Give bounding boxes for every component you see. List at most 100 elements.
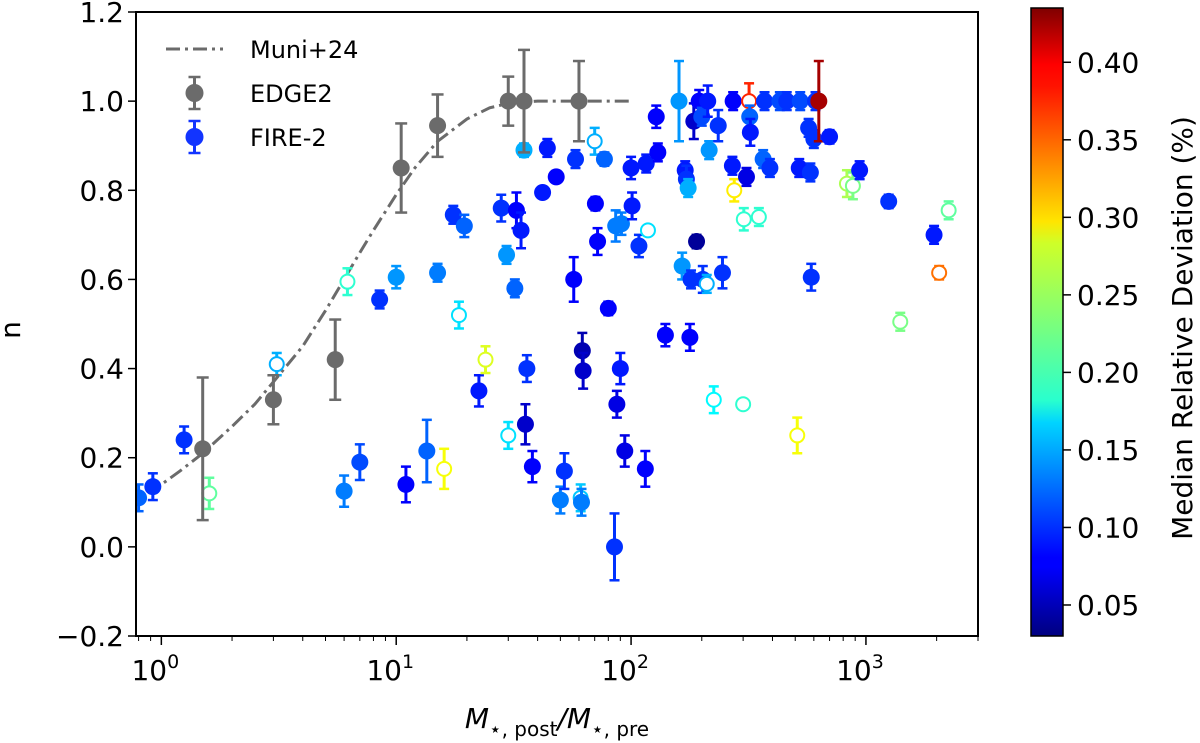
fire2-point xyxy=(810,59,828,143)
fire2-point xyxy=(498,244,516,266)
fire2-point xyxy=(791,90,809,112)
fire2-point xyxy=(512,211,530,250)
fire2-marker xyxy=(418,442,436,460)
colorbar-tick-label: 0.25 xyxy=(1077,279,1139,312)
colorbar-gradient xyxy=(1030,7,1064,637)
fire2-marker xyxy=(778,92,796,110)
fire2-marker xyxy=(656,326,674,344)
fire2-marker xyxy=(371,290,389,308)
fire2-marker xyxy=(636,460,654,478)
fire2-marker xyxy=(612,215,630,233)
fire2-point xyxy=(567,148,585,170)
fire2-marker xyxy=(551,491,569,509)
fire2-point xyxy=(713,255,731,290)
fire2-marker xyxy=(518,360,536,378)
fire2-marker xyxy=(538,139,556,157)
fire2-marker xyxy=(555,462,573,480)
fire2-marker-open xyxy=(789,427,806,444)
fire2-marker xyxy=(851,161,869,179)
fire2-marker xyxy=(516,415,534,433)
fire2-marker xyxy=(622,159,640,177)
fire2-point xyxy=(599,299,617,317)
fire2-marker xyxy=(699,92,717,110)
fire2-point xyxy=(724,90,742,112)
fire2-marker xyxy=(700,141,718,159)
colorbar-tick-label: 0.40 xyxy=(1077,46,1139,79)
fire2-point xyxy=(586,195,604,213)
fire2-point xyxy=(547,168,565,186)
fire2-marker xyxy=(670,92,688,110)
fire2-point xyxy=(523,449,541,484)
fire2-point xyxy=(851,160,869,181)
fire2-marker xyxy=(595,150,613,168)
fire2-marker xyxy=(802,268,820,286)
fire2-marker-open xyxy=(436,460,453,477)
fire2-point xyxy=(723,155,741,176)
fire2-marker xyxy=(335,482,353,500)
fire2-point xyxy=(821,128,839,146)
fire2-marker xyxy=(741,123,759,141)
fire2-marker-open xyxy=(339,273,356,290)
fire2-marker-open xyxy=(477,351,494,368)
fire2-marker xyxy=(693,108,711,126)
edge2-point xyxy=(515,48,533,154)
fire2-marker xyxy=(136,489,148,507)
fire2-point xyxy=(565,255,583,303)
x-tick-label: 100 xyxy=(131,651,179,687)
x-tick-label: 103 xyxy=(836,651,884,687)
fire2-marker xyxy=(506,279,524,297)
fire2-point xyxy=(506,278,524,299)
fire2-point xyxy=(175,425,193,455)
fire2-point xyxy=(750,206,767,228)
fire2-point xyxy=(623,191,641,221)
edge2-point xyxy=(570,59,588,143)
y-tick-label: 0.8 xyxy=(79,174,124,207)
fire2-marker-open xyxy=(268,356,285,373)
fire2-marker xyxy=(713,264,731,282)
fire2-marker-open xyxy=(450,307,467,324)
fire2-point xyxy=(500,420,517,451)
legend-label: Muni+24 xyxy=(250,36,358,64)
colorbar-tick-label: 0.35 xyxy=(1077,124,1139,157)
fire2-point xyxy=(761,157,779,179)
fire2-point xyxy=(444,204,462,225)
fire2-marker xyxy=(737,168,755,186)
fire2-point xyxy=(516,402,534,446)
fire2-marker xyxy=(547,168,565,186)
fire2-marker xyxy=(512,221,530,239)
fire2-point xyxy=(639,222,656,239)
edge2-point xyxy=(264,374,282,426)
fire2-marker xyxy=(880,192,898,210)
fire2-marker xyxy=(688,233,706,251)
fire2-point xyxy=(880,192,898,210)
fire2-marker xyxy=(679,179,697,197)
fire2-point xyxy=(789,416,806,455)
fire2-point xyxy=(709,108,727,143)
edge2-marker xyxy=(499,92,517,110)
fire2-point xyxy=(801,162,819,183)
fire2-marker xyxy=(455,217,473,235)
fire2-point xyxy=(670,59,688,143)
fire2-marker-open xyxy=(735,396,752,413)
legend-entry: FIRE-2 xyxy=(185,119,327,155)
fire2-marker-open xyxy=(750,209,767,226)
x-axis-label-main: M xyxy=(465,702,489,735)
fire2-marker-open xyxy=(586,133,603,150)
fire2-marker xyxy=(801,163,819,181)
axes: −0.2 0.0 0.2 0.4 0.6 0.8 1.0 1.2 100 101 102 103 xyxy=(56,0,979,687)
y-tick-label: 0.6 xyxy=(79,263,124,296)
fire2-point xyxy=(778,90,796,112)
edge2-marker xyxy=(429,117,447,135)
fire2-point xyxy=(586,126,603,156)
plot-frame xyxy=(135,11,979,637)
fire2-marker xyxy=(567,150,585,168)
fire2-point xyxy=(555,452,573,491)
fire2-point xyxy=(387,264,405,290)
fire2-marker xyxy=(498,246,516,264)
fire2-point xyxy=(737,166,755,188)
fire2-marker xyxy=(599,299,617,317)
edge2-point xyxy=(392,122,410,214)
fire2-marker-open xyxy=(735,211,752,228)
fire2-marker-open xyxy=(639,222,656,239)
fire2-point xyxy=(589,226,607,257)
